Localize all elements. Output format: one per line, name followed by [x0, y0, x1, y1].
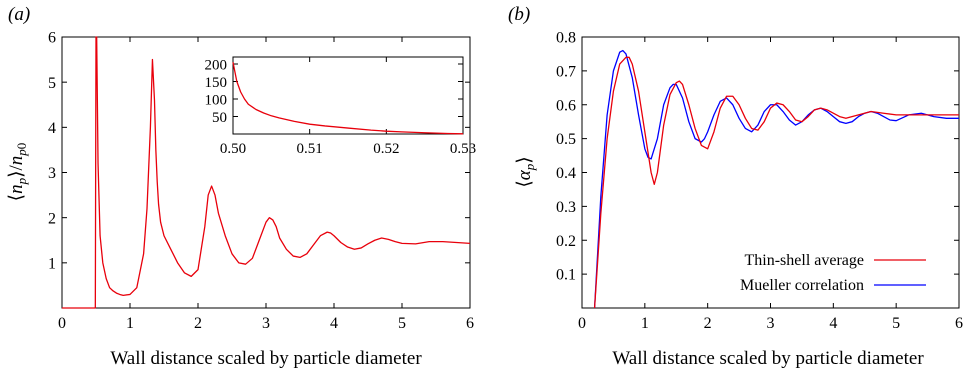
- panel-a-inset-frame: [232, 56, 464, 135]
- panel-a-inset-series: [232, 62, 464, 135]
- panel-b-x-tick-label: 6: [955, 315, 963, 332]
- panel-b-x-tick-label: 1: [641, 315, 649, 332]
- legend-label-mueller: Mueller correlation: [740, 277, 864, 294]
- panel-b-y-tick-label: 0.7: [556, 63, 576, 80]
- panel-a-x-tick-label: 6: [466, 315, 474, 332]
- panel-b-x-tick-label: 5: [892, 315, 900, 332]
- panel-a-x-tick-label: 3: [262, 315, 270, 332]
- panel-a-x-tick-label: 5: [398, 315, 406, 332]
- panel-a-inset-x-tick-label: 0.50: [220, 141, 246, 157]
- panel-b-y-tick-label: 0.1: [556, 267, 576, 284]
- panel-b-series: [593, 49, 959, 309]
- panel-b-x-tick-label: 3: [767, 315, 775, 332]
- panel-b-ticks: 0 1 2 3 4 5 6 0.1 0.2 0.3 0.4 0.5 0.6 0.7 0.8: [556, 30, 963, 332]
- panel-a-inset-x-tick-label: 0.51: [297, 141, 323, 157]
- panel-b-y-tick-label: 0.4: [556, 165, 576, 182]
- panel-b-legend: Thin-shell average Mueller correlation: [740, 252, 926, 294]
- panel-a-x-tick-label: 0: [58, 315, 66, 332]
- legend-label-thin-shell: Thin-shell average: [745, 252, 865, 269]
- panel-b-x-tick-label: 2: [704, 315, 712, 332]
- panel-b-y-tick-label: 0.2: [556, 233, 576, 250]
- panel-b-series-line-0: [593, 56, 959, 309]
- panel-a-y-tick-label: 4: [48, 120, 56, 137]
- panel-b-y-tick-label: 0.8: [556, 30, 576, 47]
- panel-a-label: (a): [8, 4, 30, 25]
- panel-a-x-tick-label: 2: [194, 315, 202, 332]
- panel-b-x-axis-label: Wall distance scaled by particle diamete…: [612, 348, 924, 369]
- panel-a-inset-line: [232, 62, 464, 135]
- panel-b-x-tick-label: 0: [578, 315, 586, 332]
- panel-b-y-tick-label: 0.6: [556, 97, 576, 114]
- panel-a-y-axis-label: ⟨np⟩/np0: [6, 143, 29, 202]
- panel-b-x-tick-label: 4: [829, 315, 837, 332]
- panel-a-inset-y-tick-label: 150: [205, 75, 228, 91]
- panel-b-series-line-1: [593, 49, 959, 309]
- panel-a-y-tick-label: 3: [48, 165, 56, 182]
- panel-b-label: (b): [508, 4, 530, 25]
- panel-a-inset-y-tick-label: 50: [212, 110, 227, 126]
- panel-a-series: [62, 36, 471, 309]
- panel-a-inset-x-tick-label: 0.53: [450, 141, 476, 157]
- panel-a-inset-y-tick-label: 200: [205, 57, 228, 73]
- panel-a-y-tick-label: 5: [48, 75, 56, 92]
- panel-a-y-tick-label: 1: [48, 255, 56, 272]
- panel-a-x-axis-label: Wall distance scaled by particle diamete…: [110, 348, 422, 369]
- panel-a-inset-x-tick-label: 0.52: [373, 141, 399, 157]
- panel-a-x-tick-label: 4: [330, 315, 338, 332]
- panel-a-x-tick-label: 1: [126, 315, 134, 332]
- panel-a-ticks: 0 1 2 3 4 5 6 1 2 3 4 5 6: [48, 30, 474, 332]
- panel-b-y-tick-label: 0.5: [556, 131, 576, 148]
- panel-a-series-line-0: [62, 36, 471, 309]
- panel-a-inset-y-tick-label: 100: [205, 92, 228, 108]
- panel-a: (a) 0 1 2 3 4 5 6 1 2 3 4 5 6 Wall distance scaled b…: [6, 4, 476, 369]
- panel-b-y-tick-label: 0.3: [556, 199, 576, 216]
- panel-b: (b) 0 1 2 3 4 5 6 0.1 0.2 0.3 0.4 0.5 0.6 0.7 0.8 Wall…: [508, 4, 963, 369]
- panel-b-y-axis-label: ⟨αp⟩: [514, 156, 537, 187]
- panel-a-y-tick-label: 2: [48, 210, 56, 227]
- panel-a-y-tick-label: 6: [48, 30, 56, 47]
